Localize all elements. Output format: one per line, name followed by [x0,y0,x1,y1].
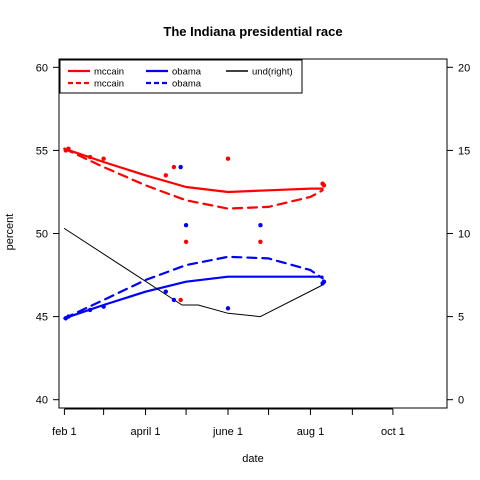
data-point-obama [87,307,93,313]
data-point-obama [66,314,71,319]
data-point-mccain [225,156,231,161]
y2-tick-label: 0 [458,395,464,407]
series-line-mccain-dashed [63,147,324,210]
y2-tick-label: 5 [458,312,464,324]
data-point-obama [163,289,169,294]
x-axis-label: date [242,453,263,465]
series-line-obama [63,275,324,320]
legend-label: mccain [94,79,124,90]
data-point-obama [101,304,106,309]
data-point-mccain [66,146,71,151]
y-tick-label: 40 [36,395,48,407]
data-point-obama [225,306,231,311]
y-tick-label: 45 [36,312,48,324]
series-line-obama-dashed [63,255,324,320]
plot-frame [58,58,448,409]
legend-label: mccain [94,67,124,78]
data-point-mccain [178,297,183,303]
series-line-mccain [63,147,324,194]
data-point-obama [183,222,189,228]
legend-box [59,59,303,94]
x-axis: feb 1 april 1 june 1 aug 1 oct 1 [52,408,405,438]
data-point-mccain [171,164,177,170]
x-tick-label: june 1 [212,426,243,438]
y2-tick-label: 15 [458,145,470,157]
data-point-obama [321,279,327,284]
data-point-obama [258,222,263,228]
y-tick-label: 55 [36,145,48,157]
y2-tick-label: 10 [458,229,470,241]
y2-tick-label: 20 [458,62,470,74]
legend-label: obama [172,79,202,90]
data-point-mccain [258,239,263,245]
x-tick-label: feb 1 [52,426,76,438]
data-point-mccain [183,239,189,245]
data-point-mccain [321,183,327,188]
legend-label: und(right) [252,67,293,78]
series-line-und-right [63,228,324,318]
x-tick-label: aug 1 [297,426,325,438]
data-point-mccain [163,173,169,178]
data-point-obama [171,297,177,303]
y-tick-label: 50 [36,229,48,241]
legend-label: obama [172,67,202,78]
y-tick-label: 60 [36,62,48,74]
x-tick-label: april 1 [131,426,161,438]
y-axis-right: 0 5 10 15 20 [446,62,470,407]
y-axis-left: 40 45 50 55 60 [36,62,60,407]
x-tick-label: oct 1 [381,426,405,438]
series-layer [63,146,327,321]
y-axis-label: percent [4,214,16,251]
chart-title: The Indiana presidential race [163,24,342,39]
data-point-obama [178,164,183,170]
data-point-mccain [101,156,106,161]
data-point-mccain [87,154,93,160]
